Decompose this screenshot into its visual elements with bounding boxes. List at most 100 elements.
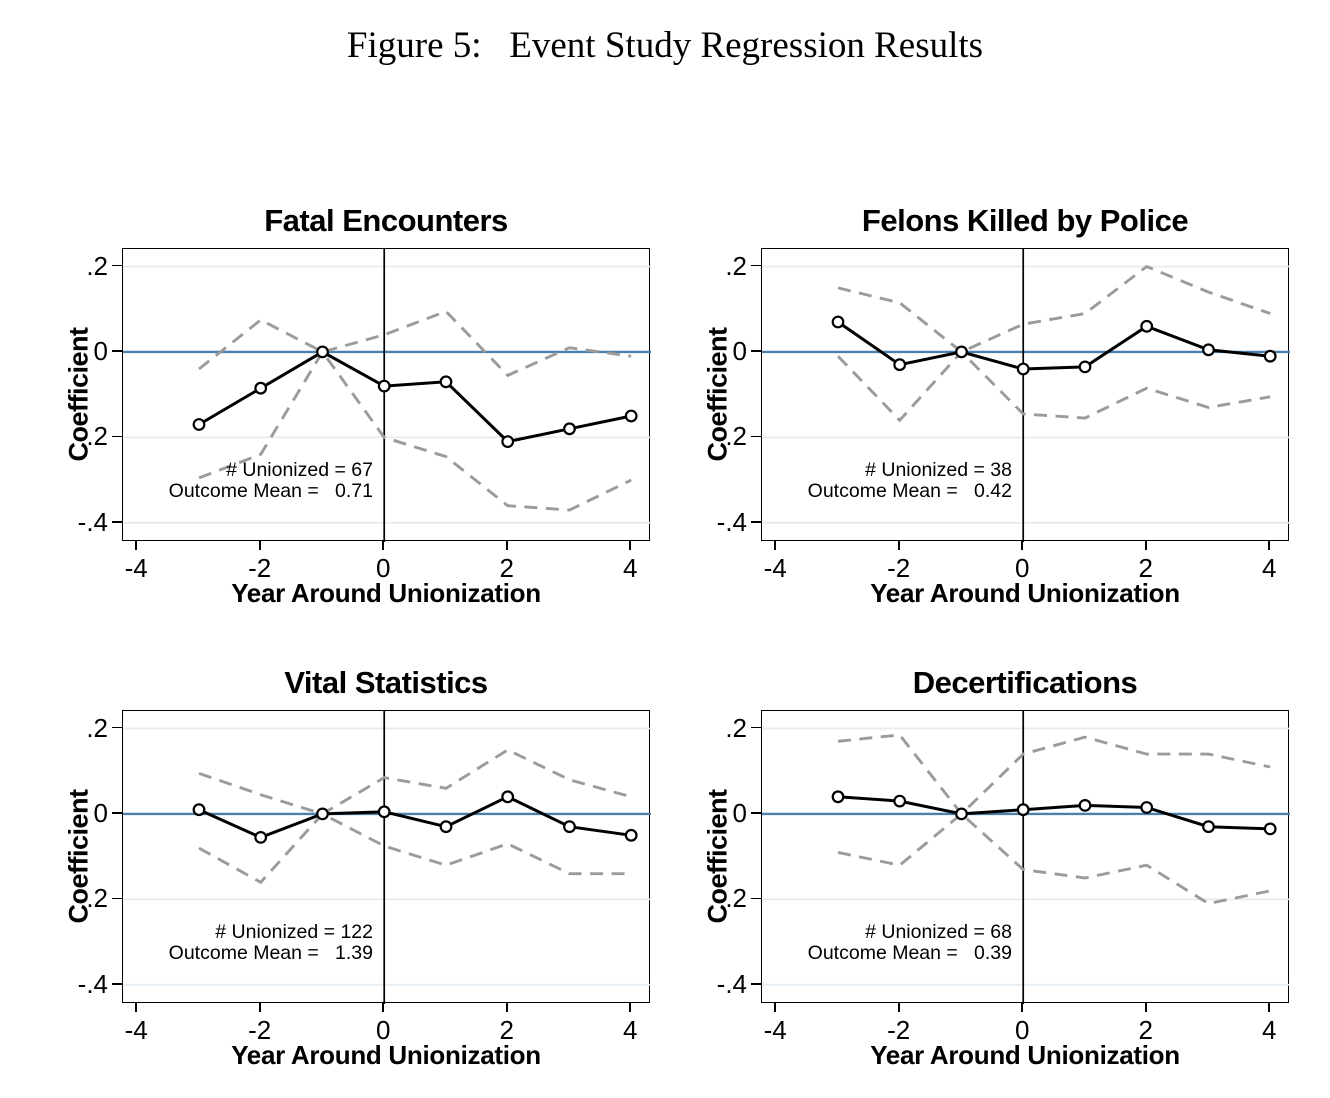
data-point-marker — [563, 422, 576, 436]
x-axis-title: Year Around Unionization — [870, 578, 1180, 608]
data-point-marker — [955, 345, 968, 359]
data-point-marker — [501, 790, 515, 804]
x-tick-mark — [1144, 541, 1147, 550]
ci-upper-line — [837, 733, 1271, 817]
y-axis-title: Coefficient — [62, 248, 96, 541]
plot-canvas — [762, 249, 1290, 542]
ci-lower-line — [198, 349, 632, 512]
x-tick-mark — [135, 541, 138, 550]
x-tick-mark — [629, 541, 632, 550]
panel-decertifications: Decertifications Coefficient # Unionized… — [703, 665, 1290, 1070]
y-tick-mark — [112, 726, 122, 729]
y-tick-mark — [112, 812, 122, 814]
plot-area: # Unionized = 67 Outcome Mean = 0.71 — [122, 248, 651, 542]
x-tick-mark — [774, 541, 777, 550]
y-tick-mark — [751, 812, 761, 814]
y-axis-title-text: Coefficient — [702, 789, 733, 924]
ci-lower-line — [198, 812, 632, 885]
data-point-marker — [377, 805, 391, 819]
annotation-line2: Outcome Mean = 0.42 — [807, 479, 1012, 502]
data-point-marker — [377, 379, 391, 393]
coefficient-line — [198, 350, 632, 444]
x-axis-title: Year Around Unionization — [231, 1040, 541, 1070]
data-point-marker — [1202, 820, 1215, 834]
plot-area: # Unionized = 68 Outcome Mean = 0.39 — [761, 710, 1290, 1004]
data-point-marker — [316, 807, 329, 821]
x-tick-mark — [1268, 541, 1271, 550]
x-tick-mark — [505, 1003, 508, 1012]
ci-lower-line — [836, 349, 1271, 423]
annotation: # Unionized = 122 Outcome Mean = 1.39 — [123, 922, 373, 963]
x-tick-mark — [1144, 1003, 1147, 1012]
y-tick-mark — [751, 264, 761, 267]
data-point-marker — [624, 828, 638, 842]
y-tick-mark — [112, 264, 122, 267]
annotation: # Unionized = 68 Outcome Mean = 0.39 — [762, 922, 1012, 963]
x-tick-mark — [382, 541, 385, 550]
x-tick-mark — [897, 1003, 900, 1012]
panel-felons-killed-by-police: Felons Killed by Police Coefficient # Un… — [703, 203, 1290, 608]
x-tick-mark — [897, 541, 900, 550]
x-axis-title: Year Around Unionization — [870, 1040, 1180, 1070]
panel-title: Vital Statistics — [284, 665, 488, 700]
y-tick-mark — [112, 982, 122, 985]
data-point-marker — [1140, 801, 1154, 814]
annotation-line2: Outcome Mean = 0.39 — [807, 941, 1012, 964]
y-tick-mark — [112, 435, 122, 438]
coefficient-line — [837, 320, 1271, 371]
x-tick-mark — [258, 1003, 261, 1012]
x-tick-mark — [1268, 1003, 1271, 1012]
y-tick-mark — [751, 726, 761, 729]
panel-title: Fatal Encounters — [264, 203, 508, 238]
ci-upper-line — [198, 309, 632, 378]
y-tick-mark — [112, 350, 122, 352]
x-tick-mark — [382, 1003, 385, 1012]
y-tick-mark — [751, 982, 761, 985]
data-point-marker — [501, 435, 515, 449]
panel-vital-statistics: Vital Statistics Coefficient # Unionized… — [64, 665, 651, 1070]
data-point-marker — [893, 358, 907, 372]
coefficient-line — [198, 795, 632, 840]
ci-upper-line — [837, 264, 1271, 354]
annotation-line1: # Unionized = 68 — [865, 921, 1012, 943]
data-point-marker — [439, 820, 453, 834]
data-point-marker — [563, 820, 576, 834]
data-point-marker — [1078, 798, 1092, 812]
data-point-marker — [1263, 349, 1277, 363]
x-tick-mark — [135, 1003, 138, 1012]
x-axis-title: Year Around Unionization — [231, 578, 541, 608]
ci-upper-line — [198, 748, 632, 816]
y-axis-title: Coefficient — [701, 248, 735, 541]
x-tick-mark — [1021, 1003, 1024, 1012]
y-axis-title-text: Coefficient — [63, 789, 94, 924]
plot-canvas — [762, 711, 1290, 1004]
data-point-marker — [831, 315, 845, 329]
annotation-line2: Outcome Mean = 0.71 — [168, 479, 373, 502]
x-tick-mark — [258, 541, 261, 550]
annotation-line1: # Unionized = 122 — [215, 921, 373, 943]
y-tick-mark — [751, 350, 761, 352]
y-axis-title: Coefficient — [62, 710, 96, 1003]
data-point-marker — [1078, 360, 1092, 374]
data-point-marker — [254, 830, 268, 844]
figure-title: Figure 5: Event Study Regression Results — [346, 25, 984, 66]
data-point-marker — [192, 803, 206, 817]
x-tick-mark — [774, 1003, 777, 1012]
coefficient-line — [837, 795, 1271, 831]
data-point-marker — [316, 345, 329, 359]
plot-canvas — [123, 249, 651, 542]
data-point-marker — [1202, 343, 1215, 357]
annotation: # Unionized = 67 Outcome Mean = 0.71 — [123, 460, 373, 501]
annotation: # Unionized = 38 Outcome Mean = 0.42 — [762, 460, 1012, 501]
y-axis-title-text: Coefficient — [63, 327, 94, 462]
annotation-line1: # Unionized = 38 — [865, 459, 1012, 481]
data-point-marker — [439, 375, 453, 389]
panel-fatal-encounters: Fatal Encounters Coefficient # Unionized… — [64, 203, 651, 608]
panel-title: Decertifications — [912, 665, 1138, 700]
y-tick-mark — [751, 435, 761, 438]
data-point-marker — [1140, 319, 1154, 333]
panel-title: Felons Killed by Police — [861, 203, 1189, 238]
y-axis-title: Coefficient — [701, 710, 735, 1003]
plot-canvas — [123, 711, 651, 1004]
